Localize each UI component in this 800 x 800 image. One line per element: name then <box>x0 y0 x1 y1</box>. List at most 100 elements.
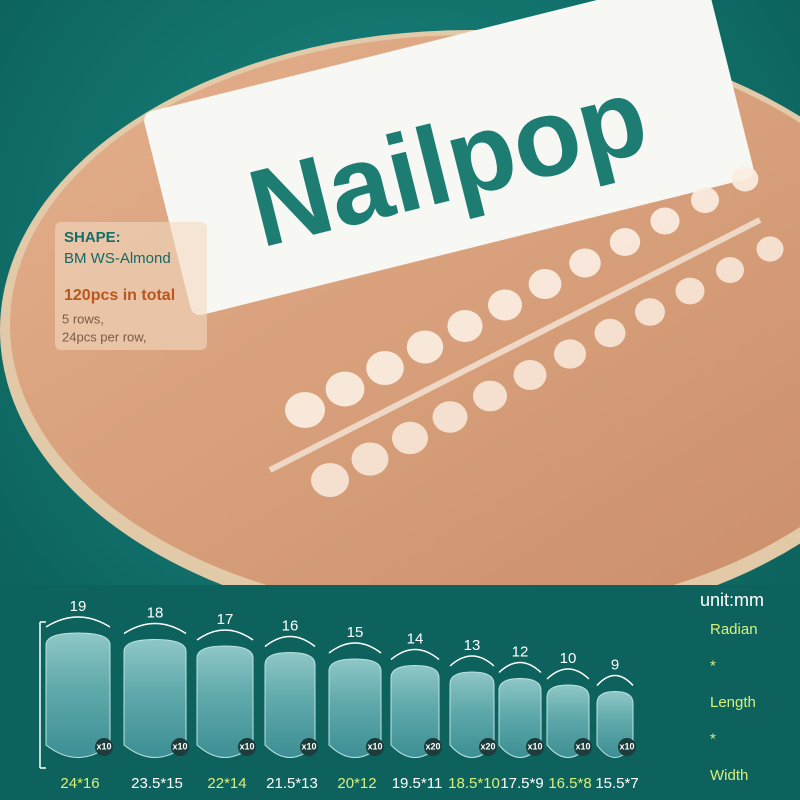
radian-arc <box>45 616 111 628</box>
size-label: 19.5*11 <box>392 775 443 792</box>
count-label: x10 <box>367 741 382 751</box>
count-label: x10 <box>575 741 590 751</box>
count-label: x20 <box>425 741 440 751</box>
radian-arc <box>196 629 254 641</box>
legend-text: * <box>710 657 716 674</box>
rows-info: 5 rows, <box>62 311 104 326</box>
nail-tip <box>731 166 759 192</box>
nail-shape <box>449 671 495 758</box>
nail-tip <box>513 360 547 390</box>
count-label: x10 <box>527 741 542 751</box>
size-label: 16.5*8 <box>548 775 591 792</box>
nail-tip <box>392 421 428 455</box>
nail-tip <box>311 463 349 497</box>
package-body <box>144 0 754 316</box>
nail-shape <box>123 638 187 758</box>
count-badge <box>526 738 544 756</box>
size-label: 22*14 <box>207 775 246 792</box>
nail-shape <box>196 645 254 758</box>
unit-label: unit:mm <box>700 590 764 610</box>
size-label: 21.5*13 <box>266 775 318 792</box>
legend-text: Width <box>710 767 748 784</box>
nail-tip <box>366 351 404 385</box>
nail-tip <box>447 310 483 342</box>
count-badge <box>574 738 592 756</box>
count-badge <box>238 738 256 756</box>
count-badge <box>95 738 113 756</box>
nail-tip <box>594 318 626 348</box>
nail-tip <box>756 236 784 262</box>
count-badge <box>366 738 384 756</box>
count-label: x10 <box>619 741 634 751</box>
count-badge <box>479 738 497 756</box>
nail-shape <box>264 651 316 758</box>
radian-arc <box>498 661 542 674</box>
radian-label: 10 <box>560 650 577 667</box>
count-badge <box>618 738 636 756</box>
nail-shape <box>498 677 542 758</box>
nail-tip <box>528 269 562 299</box>
nail-tip <box>635 298 665 326</box>
nail-tip <box>569 248 601 278</box>
radian-arc <box>264 635 316 648</box>
count-badge <box>171 738 189 756</box>
size-label: 20*12 <box>337 775 376 792</box>
count-label: x10 <box>301 741 316 751</box>
count-badge <box>424 738 442 756</box>
radian-arc <box>596 674 634 687</box>
radian-label: 17 <box>217 611 234 628</box>
nail-tip <box>691 187 719 213</box>
nail-tip <box>473 380 507 412</box>
count-badge <box>300 738 318 756</box>
radian-label: 19 <box>70 598 87 615</box>
count-label: x10 <box>96 741 111 751</box>
nail-shape <box>390 664 440 758</box>
count-label: x10 <box>172 741 187 751</box>
nail-tip <box>675 277 705 305</box>
size-label: 18.5*10 <box>448 775 500 792</box>
per-row-info: 24pcs per row, <box>62 329 147 344</box>
nail-tip <box>650 207 680 235</box>
size-label: 17.5*9 <box>500 775 543 792</box>
count-label: x20 <box>480 741 495 751</box>
size-label: 23.5*15 <box>131 775 183 792</box>
nail-tip <box>285 392 325 428</box>
shape-label: SHAPE: <box>64 229 121 246</box>
radian-arc <box>449 655 495 667</box>
shape-value: BM WS-Almond <box>64 250 171 267</box>
radian-label: 16 <box>282 617 299 634</box>
radian-label: 18 <box>147 604 164 621</box>
radian-label: 9 <box>611 656 619 673</box>
nail-shape <box>328 658 382 758</box>
radian-arc <box>123 622 187 635</box>
nail-shape <box>45 632 111 758</box>
tray-stem <box>268 217 762 473</box>
size-label: 15.5*7 <box>595 775 638 792</box>
size-chart: 19 x10 24*16 18 x10 23.5*15 17 x10 22*14 16 x10 21.… <box>45 598 758 792</box>
info-box <box>55 222 207 350</box>
nail-tip <box>554 339 586 369</box>
nail-tip <box>351 442 389 476</box>
radian-label: 15 <box>347 624 364 641</box>
radian-label: 12 <box>512 643 529 660</box>
legend-text: Radian <box>710 621 758 638</box>
radian-label: 14 <box>407 630 424 647</box>
bracket <box>39 621 46 769</box>
nail-tip <box>325 371 365 407</box>
nail-tip <box>488 289 522 321</box>
radian-arc <box>390 648 440 661</box>
count-label: x10 <box>239 741 254 751</box>
radian-arc <box>546 668 590 680</box>
legend-text: * <box>710 730 716 747</box>
total-count: 120pcs in total <box>64 287 175 304</box>
size-label: 24*16 <box>60 775 99 792</box>
radian-arc <box>328 642 382 654</box>
nail-tip <box>609 228 641 256</box>
nail-tray <box>268 166 784 497</box>
legend-text: Length <box>710 694 756 711</box>
nail-tip <box>716 257 744 283</box>
nail-tip <box>406 330 444 364</box>
nail-tip <box>432 401 468 433</box>
